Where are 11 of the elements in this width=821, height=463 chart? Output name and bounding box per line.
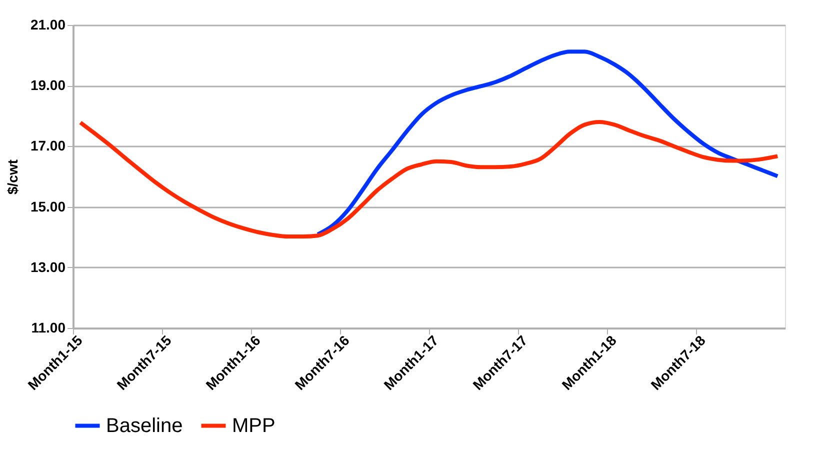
y-tick-label: 21.00 <box>30 16 66 32</box>
y-tick-label: 13.00 <box>30 258 66 275</box>
y-tick-label: 19.00 <box>30 77 66 94</box>
legend-label: Baseline <box>106 414 183 437</box>
line-series <box>316 50 780 236</box>
line-series <box>78 120 780 238</box>
y-tick-label: 11.00 <box>31 320 66 336</box>
legend-label: MPP <box>232 414 276 437</box>
y-tick-label: 17.00 <box>30 138 66 154</box>
y-tick-label: 15.00 <box>30 198 66 214</box>
y-axis-title: $/cwt <box>4 159 20 195</box>
